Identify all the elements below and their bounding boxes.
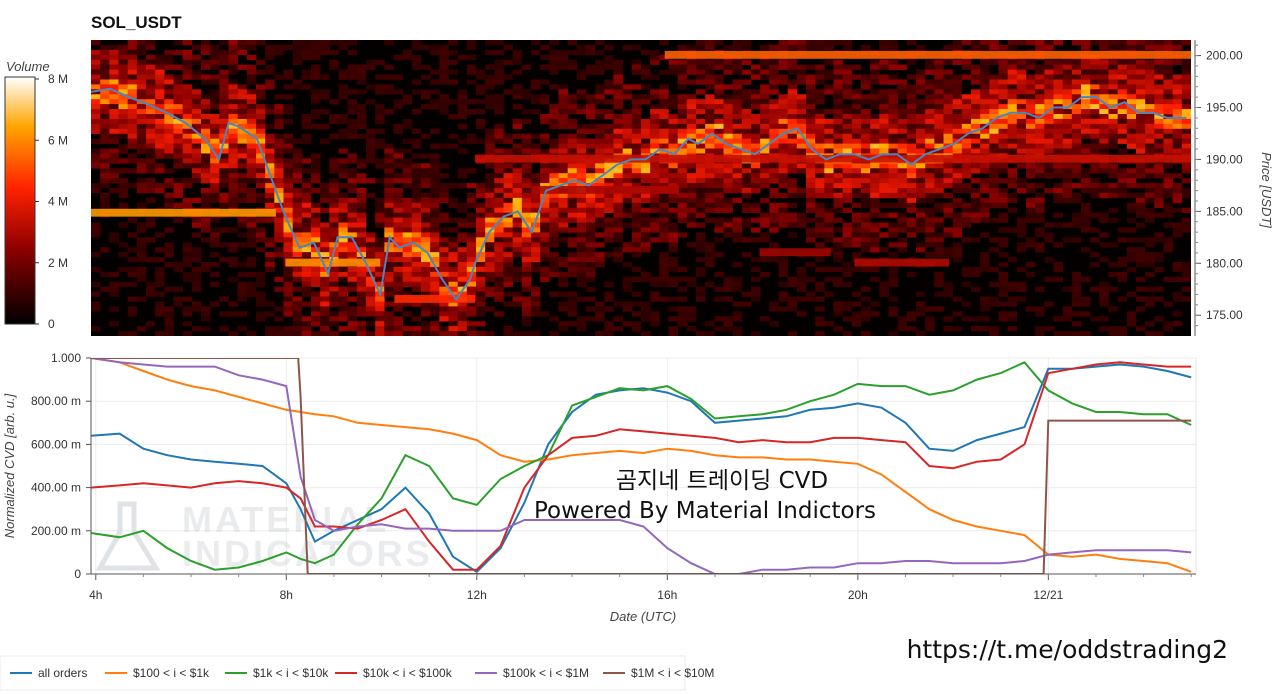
legend-item: $1M < i < $10M [631,666,714,680]
heatmap-y-tick: 190.00 [1206,152,1243,166]
heatmap-title: SOL_USDT [91,13,182,32]
cvd-x-tick: 20h [848,588,868,602]
cvd-y-tick: 600.00 m [31,437,81,451]
cvd-series-3 [91,361,1192,571]
watermark-line1: MATERIAL [182,499,389,540]
cvd-y-label: Normalized CVD [arb. u.] [2,393,17,538]
heatmap-y-ticks: 200.00 195.00 190.00 185.00 180.00 175.00 [1195,44,1243,327]
legend: all orders $100 < i < $1k $1k < i < $10k $1… [10,666,714,680]
cvd-y-tick: 0 [74,567,81,581]
cvd-y-tick: 400.00 m [31,481,81,495]
colorbar-tick: 8 M [48,72,68,86]
flask-icon [95,501,161,571]
cvd-x-tick: 4h [89,588,102,602]
legend-item: $10k < i < $100k [363,666,453,680]
legend-item: all orders [38,666,87,680]
price-line [91,87,1187,302]
legend-item: $100 < i < $1k [133,666,210,680]
cvd-series-1 [91,358,1192,573]
cvd-series [91,358,1192,574]
heatmap-y-tick: 175.00 [1206,308,1243,322]
heatmap-y-tick: 200.00 [1206,49,1243,63]
heatmap-y-tick: 185.00 [1206,204,1243,218]
cvd-x-ticks: 4h 8h 12h 16h 20h 12/21 [89,574,1192,602]
legend-item: $100k < i < $1M [503,666,589,680]
cvd-series-4 [91,358,1192,574]
cvd-series-2 [91,361,1192,571]
cvd-y-tick: 800.00 m [31,394,81,408]
cvd-x-tick: 12/21 [1033,588,1063,602]
heatmap-cells [91,40,1191,336]
cvd-x-label: Date (UTC) [610,609,676,624]
cvd-x-tick: 16h [657,588,677,602]
colorbar-label: Volume [6,59,50,74]
heatmap-y-label: Price [USDT] [1259,152,1274,228]
colorbar-tick: 2 M [48,256,68,270]
overlay-title: 곰지네 트레이딩 CVD [616,468,828,494]
legend-item: $1k < i < $10k [253,666,329,680]
cvd-plot-area [90,357,1197,575]
heatmap-y-tick: 180.00 [1206,256,1243,270]
colorbar-tick: 6 M [48,133,68,147]
cvd-y-ticks: 1.000 800.00 m 600.00 m 400.00 m 200.00 m 0 [31,351,91,581]
heatmap-y-tick: 195.00 [1206,101,1243,115]
material-indicators-watermark: MATERIAL INDICATORS [95,499,430,574]
colorbar-tick: 0 [48,317,55,331]
colorbar [4,76,36,325]
cvd-y-tick: 1.000 [51,351,81,365]
cvd-y-tick: 200.00 m [31,524,81,538]
colorbar-ticks: 8 M 6 M 4 M 2 M 0 [35,72,68,331]
telegram-link[interactable]: https://t.me/oddstrading2 [907,635,1228,664]
cvd-x-tick: 12h [467,588,487,602]
cvd-step-series [91,358,1192,574]
cvd-x-tick: 8h [280,588,293,602]
colorbar-tick: 4 M [48,195,68,209]
overlay-subtitle: Powered By Material Indictors [534,498,876,524]
